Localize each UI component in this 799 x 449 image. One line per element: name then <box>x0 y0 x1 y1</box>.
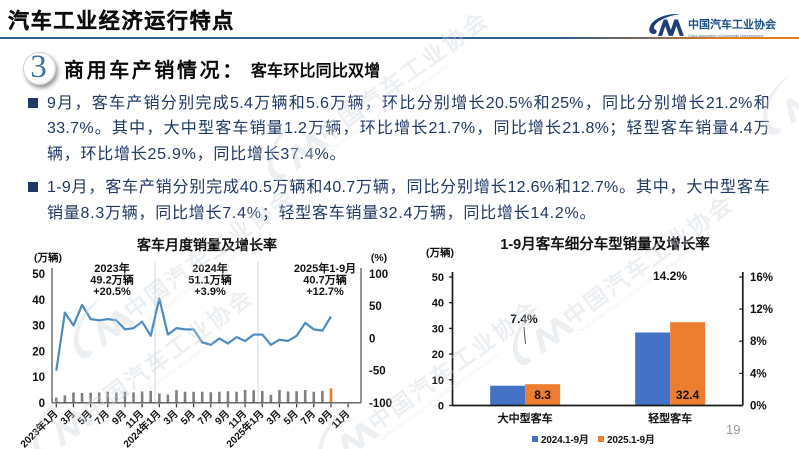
svg-text:100: 100 <box>369 269 388 281</box>
svg-text:-100: -100 <box>369 398 392 410</box>
svg-text:20: 20 <box>432 349 444 361</box>
svg-text:40: 40 <box>32 295 45 307</box>
svg-text:中国汽车工业协会: 中国汽车工业协会 <box>363 295 543 436</box>
svg-text:16%: 16% <box>750 272 773 284</box>
svg-text:4%: 4% <box>750 368 767 380</box>
svg-text:50: 50 <box>432 272 444 284</box>
svg-text:中国汽车工业协会: 中国汽车工业协会 <box>558 190 738 331</box>
svg-text:20: 20 <box>32 346 45 358</box>
svg-text:中国汽车工业协会: 中国汽车工业协会 <box>313 6 493 147</box>
svg-text:1-9月客车细分车型销量及增长率: 1-9月客车细分车型销量及增长率 <box>500 235 710 253</box>
svg-text:8.3: 8.3 <box>534 388 551 402</box>
svg-text:10: 10 <box>32 372 45 384</box>
svg-text:32.4: 32.4 <box>676 388 700 402</box>
svg-text:7.4%: 7.4% <box>510 312 538 326</box>
svg-text:30: 30 <box>432 323 444 335</box>
svg-text:-50: -50 <box>369 366 386 378</box>
svg-text:50: 50 <box>32 269 45 281</box>
svg-text:12%: 12% <box>750 304 773 316</box>
svg-text:0%: 0% <box>750 401 767 413</box>
svg-text:40: 40 <box>432 298 444 310</box>
svg-text:14.2%: 14.2% <box>653 269 687 283</box>
svg-text:(%): (%) <box>371 252 387 264</box>
svg-text:轻型客车: 轻型客车 <box>648 411 692 425</box>
svg-text:客车月度销量及增长率: 客车月度销量及增长率 <box>136 237 277 253</box>
svg-text:0: 0 <box>369 333 375 345</box>
svg-text:(万辆): (万辆) <box>34 251 62 264</box>
svg-text:30: 30 <box>32 321 45 333</box>
svg-text:8%: 8% <box>750 336 767 348</box>
svg-text:50: 50 <box>369 301 382 313</box>
svg-text:2024.1-9月: 2024.1-9月 <box>541 434 589 446</box>
svg-text:0: 0 <box>438 401 444 413</box>
svg-text:2025.1-9月: 2025.1-9月 <box>607 434 655 446</box>
svg-text:0: 0 <box>39 398 45 410</box>
svg-text:大中型客车: 大中型客车 <box>498 411 553 425</box>
svg-text:中国汽车工业协会: 中国汽车工业协会 <box>119 183 299 324</box>
svg-text:(万辆): (万辆) <box>426 246 454 259</box>
svg-text:10: 10 <box>432 375 444 387</box>
